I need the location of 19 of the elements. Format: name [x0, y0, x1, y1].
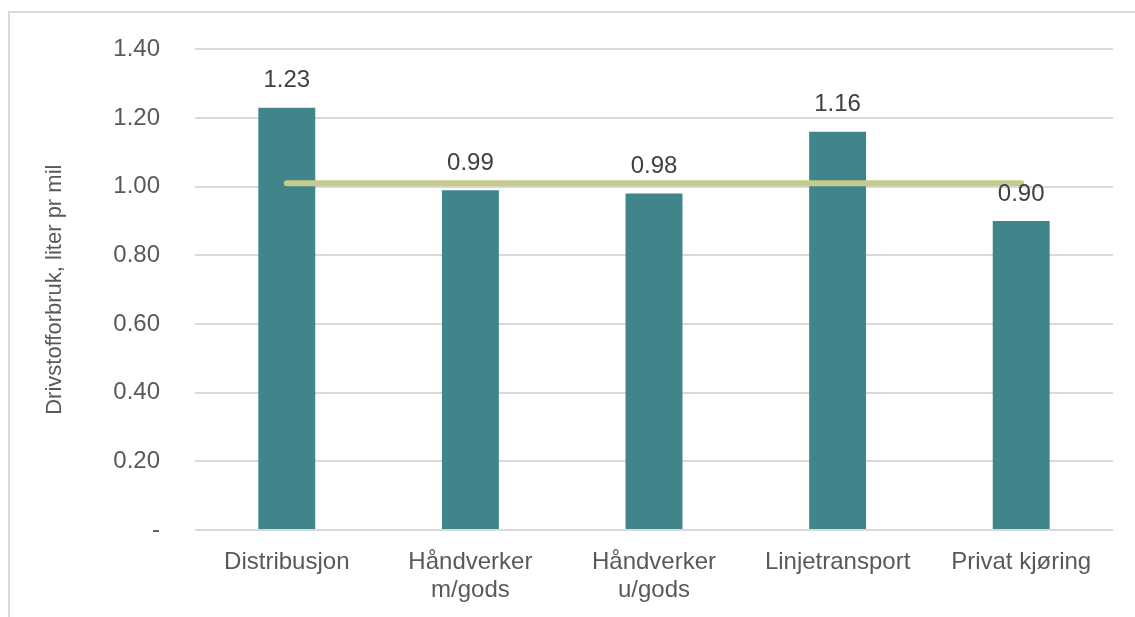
- y-tick-label: 0.60: [113, 308, 160, 336]
- x-tick-label: Privat kjøring: [951, 546, 1092, 574]
- y-tick-label: 0.80: [113, 240, 160, 267]
- x-tick-label: Håndverker m/gods: [408, 546, 533, 602]
- y-tick-label: 1.40: [113, 34, 160, 62]
- data-label: 0.90: [997, 178, 1045, 206]
- y-tick-label: 0.20: [113, 445, 160, 473]
- y-tick-label: 0.40: [113, 377, 160, 405]
- y-axis-title: Drivstofforbruk, liter pr mil: [41, 164, 67, 415]
- data-label: 0.99: [447, 147, 494, 175]
- data-label: 1.23: [263, 65, 311, 93]
- x-tick-label: Distribusjon: [224, 546, 350, 574]
- y-tick-label: 1.20: [113, 102, 160, 130]
- y-tick-label: -: [152, 514, 160, 542]
- y-tick-label: 1.00: [113, 171, 160, 199]
- x-tick-label: Linjetransport: [764, 546, 911, 574]
- data-label: 0.98: [630, 151, 678, 179]
- data-label: 1.16: [814, 89, 861, 117]
- x-tick-label: Håndverker u/gods: [591, 546, 717, 602]
